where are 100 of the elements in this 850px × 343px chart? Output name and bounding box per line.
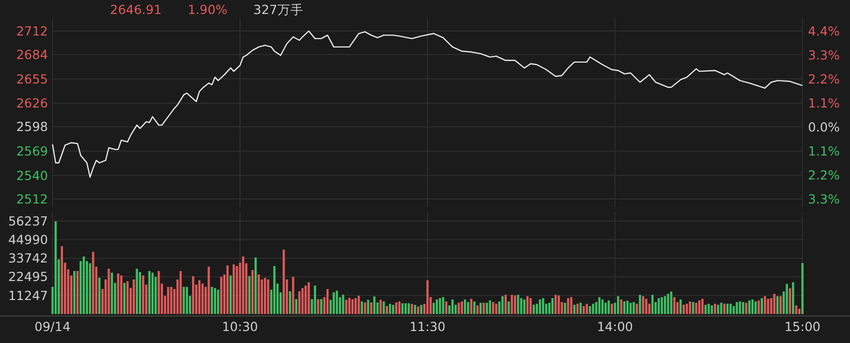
bar [523,299,526,314]
x-tick-label: 14:00 [596,319,634,334]
bar [745,302,748,314]
bar [538,299,542,314]
bar [54,221,57,314]
bar [232,264,235,314]
bar [420,304,422,314]
bar [588,306,592,314]
bar [217,290,220,314]
bar [442,297,444,314]
bar [708,304,710,314]
y2-tick-label: 1.1% [808,95,840,110]
bar [473,301,476,314]
bar [517,294,520,314]
bar [632,302,635,314]
bar [660,297,663,314]
bar [604,302,607,314]
bar [717,304,720,314]
bar [776,296,779,314]
bar [414,304,416,314]
bar [770,298,772,314]
bar [680,299,682,314]
bar [201,284,204,314]
bar [738,301,742,314]
bar [326,289,329,314]
bar [630,302,632,314]
bar [242,256,244,314]
bar [154,276,157,314]
x-tick-label: 15:00 [784,319,821,334]
bar [380,300,382,314]
bar [408,303,410,314]
y-tick-label: 2540 [16,168,48,183]
bar [592,304,594,314]
bar [482,302,485,314]
bar [542,298,544,314]
bar [126,281,129,314]
bar [367,300,370,314]
bar [60,246,63,314]
bar [98,278,100,314]
bar [192,276,194,314]
bar [336,290,338,314]
bar [514,295,516,314]
bar [451,299,454,314]
bar [486,302,488,314]
bar [704,304,707,314]
bar [698,300,700,314]
bar [504,294,507,314]
bar [364,302,366,314]
bar [573,304,576,314]
bar [288,291,292,314]
bar [695,302,698,314]
bar [132,279,135,314]
y-tick-label: 2626 [16,96,48,111]
bar [348,298,350,314]
bar [608,300,610,314]
y2-tick-label: 2.2% [808,71,840,86]
bar [758,300,760,314]
bar [467,302,470,314]
bar [236,266,238,314]
bar [198,280,200,314]
y-tick-label: 2569 [16,143,48,158]
bar [567,298,570,314]
bar [726,304,729,314]
bar [445,301,448,314]
bar [642,296,644,314]
bar [354,298,357,314]
bar [767,298,770,314]
bar [692,302,694,314]
bar [273,266,276,314]
y-tick-label: 44990 [8,232,48,247]
bar [214,288,216,314]
bar [751,299,754,314]
y2-tick-label: 1.1% [808,143,840,158]
text: 327万手 [253,2,304,17]
bar [458,302,460,314]
bar [388,304,392,314]
bar [392,304,394,314]
bar [167,286,170,314]
y-tick-label: 11247 [8,288,48,303]
bar [220,276,222,314]
bar [714,304,716,314]
bar [248,276,250,314]
bar [88,263,92,314]
bar [438,298,442,314]
bar [492,302,494,314]
y-tick-label: 2712 [16,23,48,38]
y-tick-label: 56237 [8,213,48,228]
bar [570,297,572,314]
bar [230,275,232,314]
bar [82,256,85,314]
bar [576,304,579,314]
bar [688,301,692,314]
text: 2646.91 [110,2,162,17]
bar [398,301,400,314]
bar [586,304,588,314]
bar [620,299,622,314]
bar [601,299,604,314]
bar [123,282,126,314]
bar [267,279,270,314]
bar [536,304,538,314]
